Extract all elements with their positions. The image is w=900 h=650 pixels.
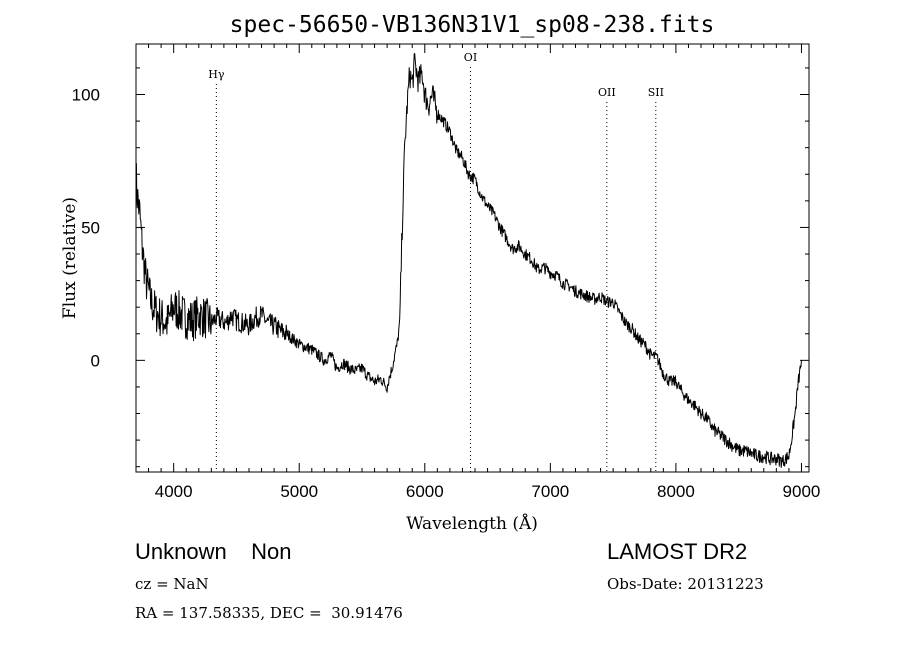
- line-markers: Hγ OI OII SII: [208, 51, 664, 472]
- coordinates-text: RA = 137.58335, DEC = 30.91476: [135, 604, 403, 622]
- axis-tick-labels: 4000 5000 6000 7000 8000 9000 0 50 100: [72, 86, 821, 501]
- x-tick-label: 9000: [783, 482, 821, 501]
- observation-date: Obs-Date: 20131223: [607, 575, 764, 593]
- spectrum-line: [135, 52, 802, 468]
- y-tick-label: 50: [81, 218, 100, 237]
- x-axis-title: Wavelength (Å): [406, 513, 538, 534]
- classification-text: Unknown Non: [135, 539, 292, 564]
- y-tick-label: 0: [91, 351, 100, 370]
- line-marker-label: SII: [648, 86, 664, 99]
- x-tick-label: 8000: [657, 482, 695, 501]
- x-tick-label: 6000: [406, 482, 444, 501]
- axis-ticks: [135, 44, 809, 472]
- line-marker-label: Hγ: [208, 68, 225, 81]
- x-tick-label: 5000: [280, 482, 318, 501]
- x-tick-label: 7000: [531, 482, 569, 501]
- y-axis-title: Flux (relative): [60, 197, 80, 319]
- redshift-text: cz = NaN: [135, 575, 209, 593]
- chart-title: spec-56650-VB136N31V1_sp08-238.fits: [230, 12, 715, 38]
- line-marker-label: OII: [598, 86, 616, 99]
- plot-frame: [135, 43, 810, 473]
- survey-name: LAMOST DR2: [607, 539, 748, 564]
- x-tick-label: 4000: [155, 482, 193, 501]
- line-marker-label: OI: [464, 51, 477, 64]
- y-tick-label: 100: [72, 86, 100, 105]
